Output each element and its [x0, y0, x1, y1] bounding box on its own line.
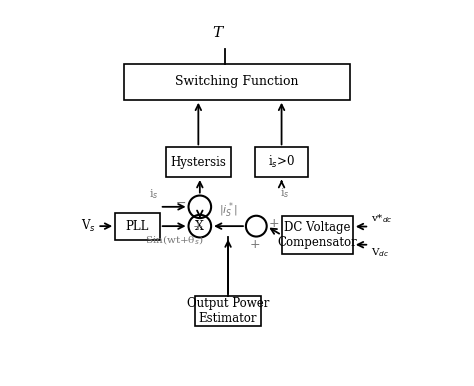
Text: Switching Function: Switching Function	[175, 76, 299, 88]
Text: PLL: PLL	[126, 220, 149, 233]
Text: X: X	[195, 220, 204, 233]
Text: Output Power
Estimator: Output Power Estimator	[187, 297, 269, 325]
Text: Sin(wt+θ$_s$): Sin(wt+θ$_s$)	[145, 234, 203, 247]
Text: T: T	[213, 26, 223, 41]
Bar	[115, 213, 160, 239]
Bar	[165, 147, 231, 177]
Text: DC Voltage
Compensator: DC Voltage Compensator	[277, 221, 357, 249]
Text: V$_s$: V$_s$	[81, 218, 96, 234]
Text: V$_{dc}$: V$_{dc}$	[371, 246, 389, 259]
Bar	[255, 147, 308, 177]
Text: +: +	[269, 217, 280, 230]
Bar	[124, 64, 350, 100]
Text: i$_s$: i$_s$	[149, 188, 158, 201]
Bar	[195, 296, 261, 326]
Text: −: −	[176, 197, 186, 210]
Bar	[282, 216, 353, 254]
Text: v*$_{dc}$: v*$_{dc}$	[371, 212, 392, 225]
Text: Hystersis: Hystersis	[171, 156, 226, 169]
Text: +: +	[249, 238, 260, 251]
Text: +: +	[193, 220, 204, 233]
Text: $|i_S^*|$: $|i_S^*|$	[219, 201, 238, 220]
Text: i$_s$: i$_s$	[280, 186, 289, 200]
Text: i$_s$>0: i$_s$>0	[268, 154, 295, 170]
